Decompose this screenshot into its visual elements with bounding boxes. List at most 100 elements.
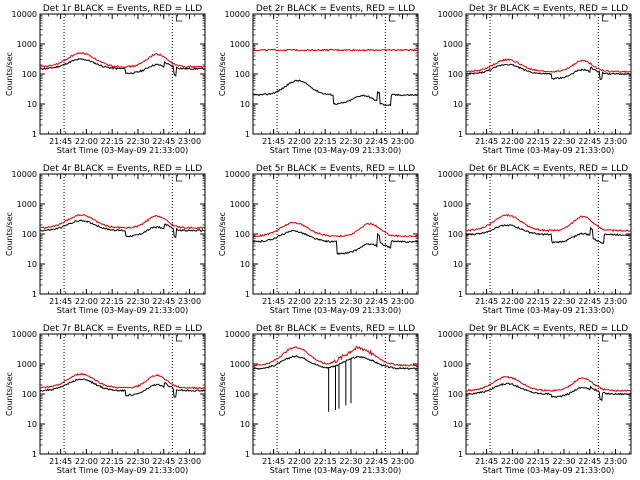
y-tick-label: 10 [240, 420, 250, 429]
x-tick-label: 22:00 [501, 457, 524, 466]
y-tick-label: 1 [458, 450, 463, 459]
x-axis-label: Start Time (03-May-09 21:33:00) [483, 146, 614, 155]
x-tick-label: 22:15 [101, 137, 124, 146]
corner-marker [601, 175, 609, 182]
y-tick-label: 1 [32, 450, 37, 459]
x-tick-label: 22:15 [101, 297, 124, 306]
x-tick-label: 23:00 [391, 297, 414, 306]
x-tick-label: 22:15 [527, 137, 550, 146]
x-tick-label: 22:00 [501, 137, 524, 146]
y-tick-label: 10 [240, 100, 250, 109]
y-tick-label: 10 [27, 260, 37, 269]
x-tick-label: 22:15 [101, 457, 124, 466]
corner-marker [388, 335, 396, 342]
x-tick-label: 23:00 [391, 457, 414, 466]
y-tick-label: 1 [32, 290, 37, 299]
y-tick-label: 10000 [225, 10, 250, 19]
chart-title: Det 8r BLACK = Events, RED = LLD [256, 324, 415, 334]
chart-title: Det 3r BLACK = Events, RED = LLD [469, 4, 628, 14]
y-tick-label: 1000 [17, 360, 37, 369]
corner-marker [175, 15, 183, 22]
x-tick-label: 23:00 [604, 137, 627, 146]
x-tick-label: 22:30 [339, 457, 362, 466]
chart-title: Det 5r BLACK = Events, RED = LLD [256, 164, 415, 174]
y-tick-label: 10000 [438, 10, 463, 19]
chart-panel-1: Det 1r BLACK = Events, RED = LLD 1 10 100 10… [5, 4, 206, 155]
x-tick-label: 21:45 [262, 457, 285, 466]
y-tick-label: 100 [22, 230, 37, 239]
x-tick-label: 22:15 [527, 297, 550, 306]
x-tick-label: 23:00 [604, 297, 627, 306]
plot-frame [39, 173, 206, 295]
x-axis-label: Start Time (03-May-09 21:33:00) [483, 466, 614, 475]
x-tick-label: 21:45 [262, 297, 285, 306]
y-tick-label: 10000 [438, 330, 463, 339]
y-tick-label: 1 [245, 130, 250, 139]
x-tick-label: 22:00 [288, 457, 311, 466]
y-tick-label: 100 [22, 390, 37, 399]
x-tick-label: 21:45 [49, 297, 72, 306]
y-tick-label: 10000 [12, 170, 37, 179]
events-series-line [465, 224, 632, 245]
corner-marker [175, 335, 183, 342]
x-axis-label: Start Time (03-May-09 21:33:00) [270, 466, 401, 475]
y-tick-label: 10 [453, 420, 463, 429]
y-tick-label: 1000 [230, 40, 250, 49]
y-tick-label: 1 [458, 290, 463, 299]
chart-panel-9: Det 9r BLACK = Events, RED = LLD 1 10 100 10… [431, 324, 632, 475]
x-tick-label: 23:00 [604, 457, 627, 466]
plot-frame [39, 13, 206, 135]
y-tick-label: 10000 [225, 330, 250, 339]
y-tick-label: 10000 [225, 170, 250, 179]
events-series-line [465, 63, 632, 81]
x-tick-label: 23:00 [178, 297, 201, 306]
events-series-line [252, 79, 419, 107]
x-tick-label: 22:00 [501, 297, 524, 306]
y-tick-label: 1000 [17, 200, 37, 209]
chart-panel-4: Det 4r BLACK = Events, RED = LLD 1 10 100 10… [5, 164, 206, 315]
y-axis-label: Counts/sec [431, 52, 440, 96]
x-tick-label: 22:30 [126, 137, 149, 146]
x-tick-label: 21:45 [49, 137, 72, 146]
x-axis-label: Start Time (03-May-09 21:33:00) [483, 306, 614, 315]
y-tick-label: 10000 [12, 330, 37, 339]
y-tick-label: 100 [235, 70, 250, 79]
x-tick-label: 22:15 [314, 137, 337, 146]
y-tick-label: 1 [245, 450, 250, 459]
x-tick-label: 22:30 [552, 457, 575, 466]
y-tick-label: 10000 [438, 170, 463, 179]
x-tick-label: 22:45 [578, 297, 601, 306]
corner-marker [601, 15, 609, 22]
x-axis-label: Start Time (03-May-09 21:33:00) [270, 306, 401, 315]
y-tick-label: 100 [22, 70, 37, 79]
y-axis-label: Counts/sec [218, 52, 227, 96]
y-axis-label: Counts/sec [431, 212, 440, 256]
lld-series-line [39, 214, 206, 230]
x-tick-label: 21:45 [475, 457, 498, 466]
x-tick-label: 22:45 [365, 457, 388, 466]
chart-title: Det 9r BLACK = Events, RED = LLD [469, 324, 628, 334]
events-series-line [253, 229, 419, 256]
y-axis-label: Counts/sec [218, 212, 227, 256]
x-tick-label: 22:45 [578, 457, 601, 466]
lld-series-line [252, 48, 419, 52]
x-tick-label: 22:15 [527, 457, 550, 466]
chart-title: Det 7r BLACK = Events, RED = LLD [43, 324, 202, 334]
x-tick-label: 23:00 [178, 137, 201, 146]
x-tick-label: 22:45 [152, 457, 175, 466]
lld-series-line [465, 58, 632, 74]
x-tick-label: 22:30 [552, 297, 575, 306]
x-tick-label: 22:30 [339, 137, 362, 146]
lld-series-line [465, 214, 632, 233]
y-tick-label: 10 [27, 100, 37, 109]
y-tick-label: 100 [448, 230, 463, 239]
plot-frame [39, 333, 206, 455]
x-tick-label: 21:45 [49, 457, 72, 466]
chart-panel-6: Det 6r BLACK = Events, RED = LLD 1 10 100 10… [431, 164, 632, 315]
y-tick-label: 10 [240, 260, 250, 269]
corner-marker [601, 335, 609, 342]
y-tick-label: 10 [453, 260, 463, 269]
x-axis-label: Start Time (03-May-09 21:33:00) [270, 146, 401, 155]
y-tick-label: 1 [458, 130, 463, 139]
